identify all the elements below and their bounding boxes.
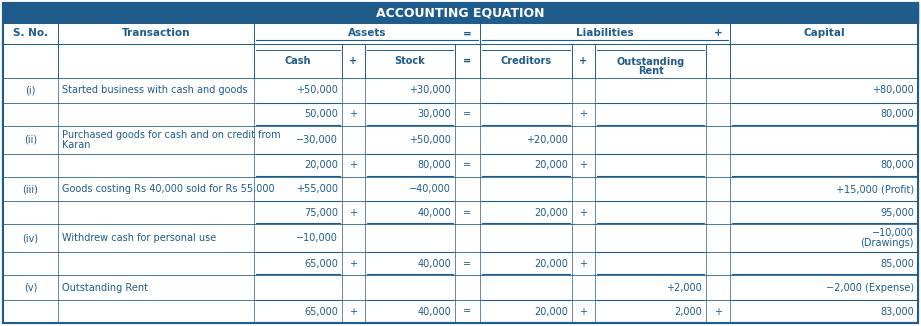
Text: 80,000: 80,000 xyxy=(880,109,914,119)
Text: Stock: Stock xyxy=(394,56,426,66)
Text: +: + xyxy=(579,208,588,218)
Text: Capital: Capital xyxy=(803,28,845,38)
Bar xyxy=(3,78,918,103)
Bar xyxy=(3,275,918,300)
Text: 75,000: 75,000 xyxy=(304,208,338,218)
Text: Assets: Assets xyxy=(348,28,386,38)
Text: =: = xyxy=(463,208,472,218)
Text: Goods costing Rs 40,000 sold for Rs 55,000: Goods costing Rs 40,000 sold for Rs 55,0… xyxy=(62,184,274,194)
Text: 80,000: 80,000 xyxy=(417,160,451,170)
Text: =: = xyxy=(463,259,472,269)
Text: +: + xyxy=(349,109,357,119)
Text: 20,000: 20,000 xyxy=(534,208,568,218)
Text: 20,000: 20,000 xyxy=(304,160,338,170)
Text: Outstanding Rent: Outstanding Rent xyxy=(62,283,148,293)
Text: Outstanding: Outstanding xyxy=(616,57,684,67)
Text: +50,000: +50,000 xyxy=(297,85,338,95)
Text: (Drawings): (Drawings) xyxy=(860,239,914,248)
Text: 20,000: 20,000 xyxy=(534,306,568,317)
Text: +: + xyxy=(579,56,588,66)
Text: +: + xyxy=(349,160,357,170)
Text: +: + xyxy=(349,259,357,269)
Text: 83,000: 83,000 xyxy=(880,306,914,317)
Text: +15,000 (Profit): +15,000 (Profit) xyxy=(836,184,914,194)
Text: Rent: Rent xyxy=(637,66,663,76)
Text: +50,000: +50,000 xyxy=(409,135,451,145)
Text: +: + xyxy=(579,109,588,119)
Text: +: + xyxy=(579,306,588,317)
Bar xyxy=(3,300,918,323)
Bar xyxy=(3,103,918,126)
Text: +80,000: +80,000 xyxy=(872,85,914,95)
Text: −2,000 (Expense): −2,000 (Expense) xyxy=(826,283,914,293)
Text: Cash: Cash xyxy=(285,56,311,66)
Text: +2,000: +2,000 xyxy=(666,283,702,293)
Text: +20,000: +20,000 xyxy=(526,135,568,145)
Text: +: + xyxy=(579,259,588,269)
Text: Karan: Karan xyxy=(62,140,90,150)
Text: Liabilities: Liabilities xyxy=(577,28,634,38)
Text: 65,000: 65,000 xyxy=(304,259,338,269)
Text: S. No.: S. No. xyxy=(13,28,48,38)
Text: =: = xyxy=(463,56,472,66)
Text: +: + xyxy=(349,56,357,66)
Bar xyxy=(3,126,918,154)
Text: −30,000: −30,000 xyxy=(297,135,338,145)
Bar xyxy=(3,3,918,23)
Text: 2,000: 2,000 xyxy=(674,306,702,317)
Text: 40,000: 40,000 xyxy=(417,259,451,269)
Text: 40,000: 40,000 xyxy=(417,208,451,218)
Text: 20,000: 20,000 xyxy=(534,160,568,170)
Text: Creditors: Creditors xyxy=(500,56,552,66)
Text: +: + xyxy=(349,306,357,317)
Text: (iii): (iii) xyxy=(22,184,39,194)
Text: =: = xyxy=(463,109,472,119)
Text: +55,000: +55,000 xyxy=(296,184,338,194)
Text: −10,000: −10,000 xyxy=(872,228,914,238)
Bar xyxy=(3,201,918,224)
Bar xyxy=(3,154,918,177)
Text: 50,000: 50,000 xyxy=(304,109,338,119)
Text: (iv): (iv) xyxy=(22,233,39,244)
Text: (ii): (ii) xyxy=(24,135,37,145)
Text: 65,000: 65,000 xyxy=(304,306,338,317)
Text: 40,000: 40,000 xyxy=(417,306,451,317)
Text: 80,000: 80,000 xyxy=(880,160,914,170)
Text: Purchased goods for cash and on credit from: Purchased goods for cash and on credit f… xyxy=(62,130,281,140)
Bar xyxy=(3,44,918,78)
Text: 20,000: 20,000 xyxy=(534,259,568,269)
Text: +: + xyxy=(349,208,357,218)
Text: =: = xyxy=(463,306,472,317)
Text: 30,000: 30,000 xyxy=(417,109,451,119)
Text: −10,000: −10,000 xyxy=(297,233,338,244)
Text: (v): (v) xyxy=(24,283,37,293)
Text: +: + xyxy=(579,160,588,170)
Text: =: = xyxy=(463,28,472,38)
Text: 85,000: 85,000 xyxy=(880,259,914,269)
Text: 95,000: 95,000 xyxy=(880,208,914,218)
Bar xyxy=(3,23,918,44)
Text: +30,000: +30,000 xyxy=(409,85,451,95)
Bar xyxy=(3,177,918,201)
Text: +: + xyxy=(714,28,722,38)
Bar xyxy=(3,253,918,275)
Text: (i): (i) xyxy=(25,85,36,95)
Text: −40,000: −40,000 xyxy=(409,184,451,194)
Text: Transaction: Transaction xyxy=(122,28,191,38)
Text: ACCOUNTING EQUATION: ACCOUNTING EQUATION xyxy=(376,7,544,20)
Text: +: + xyxy=(714,306,722,317)
Text: =: = xyxy=(463,160,472,170)
Text: Started business with cash and goods: Started business with cash and goods xyxy=(62,85,248,95)
Bar xyxy=(3,224,918,253)
Text: Withdrew cash for personal use: Withdrew cash for personal use xyxy=(62,233,216,244)
